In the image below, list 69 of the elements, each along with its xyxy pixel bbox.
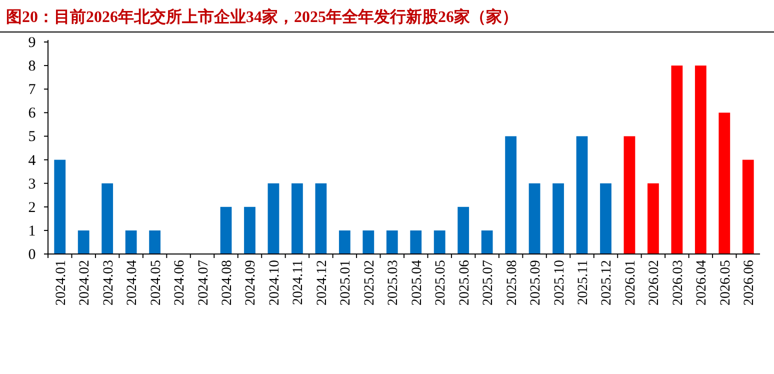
bar	[528, 183, 540, 254]
x-tick-label: 2024.01	[54, 260, 69, 306]
y-tick-label: 5	[28, 129, 36, 146]
x-tick-label: 2026.03	[670, 260, 686, 306]
x-tick-label: 2025.09	[528, 260, 544, 306]
bar	[576, 136, 588, 254]
bar	[102, 183, 114, 254]
x-tick-label: 2026.05	[718, 260, 734, 306]
bar	[410, 230, 422, 254]
bar	[718, 112, 730, 254]
bar	[338, 230, 350, 254]
x-tick-label: 2025.07	[481, 260, 496, 306]
x-tick-label: 2025.12	[600, 260, 615, 306]
bar	[315, 183, 327, 254]
bar	[362, 230, 374, 254]
x-tick-label: 2026.04	[694, 260, 710, 306]
y-tick-label: 7	[28, 82, 36, 98]
y-tick-label: 3	[28, 176, 36, 192]
y-tick-label: 2	[28, 200, 36, 216]
x-tick-label: 2024.12	[314, 260, 330, 306]
y-tick-label: 9	[28, 35, 36, 51]
bar	[434, 230, 446, 254]
x-tick-label: 2024.03	[101, 260, 116, 306]
x-tick-label: 2025.04	[410, 260, 425, 306]
bar	[458, 206, 470, 254]
bar	[78, 230, 90, 254]
bar	[600, 183, 612, 254]
y-tick-label: 1	[28, 223, 36, 240]
x-tick-label: 2025.11	[576, 260, 591, 305]
y-tick-label: 8	[28, 58, 36, 75]
x-tick-label: 2024.07	[196, 260, 212, 306]
bar	[244, 206, 256, 254]
x-tick-label: 2026.01	[623, 260, 638, 306]
x-tick-label: 2026.02	[647, 260, 662, 306]
x-tick-label: 2024.09	[244, 260, 259, 306]
x-tick-label: 2025.05	[434, 260, 449, 306]
x-tick-label: 2024.11	[291, 260, 306, 305]
bar	[125, 230, 137, 254]
bar	[624, 136, 636, 254]
x-tick-label: 2025.08	[504, 260, 520, 306]
x-tick-label: 2024.04	[125, 260, 140, 306]
bar	[268, 183, 280, 254]
bar	[694, 66, 706, 254]
bar	[54, 160, 66, 254]
bar	[742, 160, 754, 254]
x-tick-label: 2024.08	[220, 260, 235, 306]
bar	[505, 136, 516, 254]
x-tick-label: 2024.10	[267, 260, 282, 306]
bar	[292, 183, 303, 254]
bar	[149, 230, 160, 254]
x-tick-label: 2025.10	[552, 260, 568, 306]
x-tick-label: 2025.06	[457, 260, 472, 306]
bar	[552, 183, 564, 254]
x-tick-label: 2025.02	[362, 260, 378, 306]
bar	[648, 183, 659, 254]
y-tick-label: 4	[28, 152, 36, 169]
bar	[220, 206, 232, 254]
y-tick-label: 0	[28, 247, 36, 263]
x-tick-label: 2024.05	[148, 260, 164, 306]
x-tick-label: 2025.03	[386, 260, 402, 306]
x-tick-label: 2024.02	[78, 260, 93, 306]
x-tick-label: 2026.06	[742, 260, 758, 306]
x-tick-label: 2024.06	[172, 260, 188, 306]
bar	[386, 230, 398, 254]
y-tick-label: 6	[28, 106, 36, 122]
bar	[481, 230, 493, 254]
bar	[671, 66, 683, 254]
x-tick-label: 2025.01	[338, 260, 354, 306]
chart-title: 图20：目前2026年北交所上市企业34家，2025年全年发行新股26家（家）	[6, 7, 518, 26]
